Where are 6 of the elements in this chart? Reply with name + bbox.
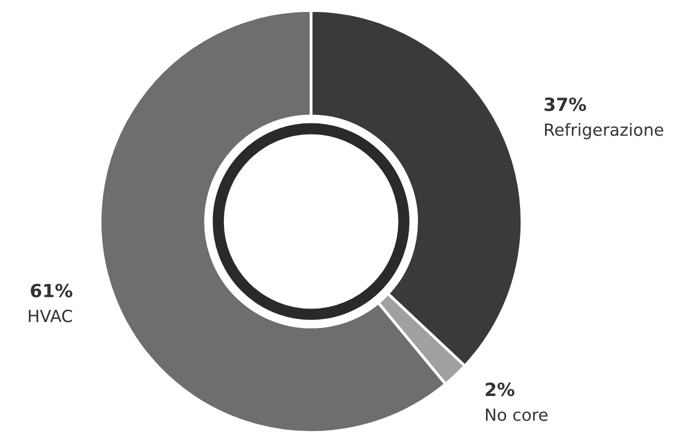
- data-label: 37%: [544, 97, 586, 112]
- slice-label: HVAC: [28, 310, 72, 322]
- data-label: 61%: [30, 284, 72, 298]
- slice-label: No core: [486, 408, 548, 422]
- data-label: 2%: [486, 382, 514, 396]
- slice-label: Refrigerazione: [545, 123, 664, 140]
